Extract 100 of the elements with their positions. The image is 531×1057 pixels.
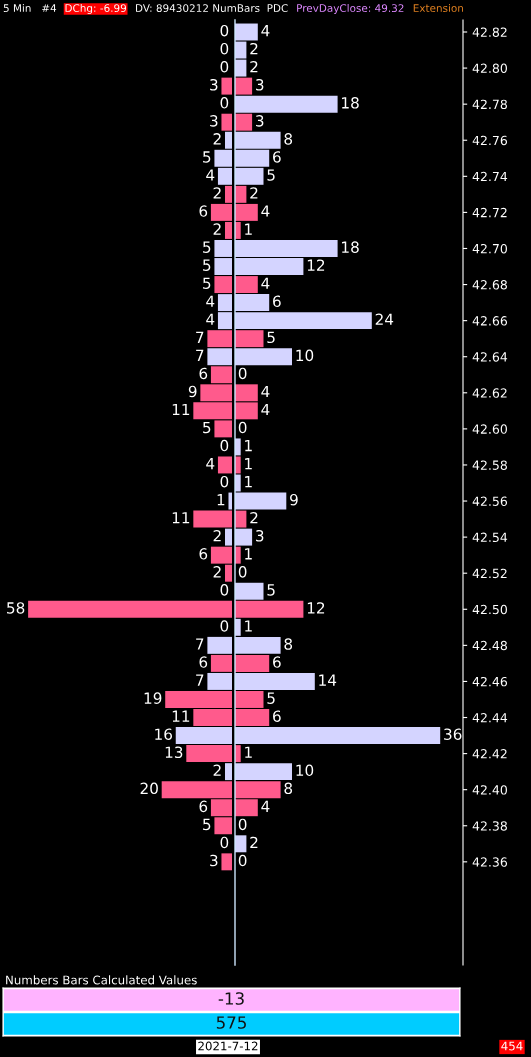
y-tick-label: 42.68	[472, 280, 507, 290]
bar	[235, 492, 287, 510]
data-label: 20	[140, 782, 158, 795]
data-label: 9	[188, 385, 197, 398]
text: 454	[501, 1041, 523, 1051]
y-tick-label: 42.44	[472, 712, 508, 723]
data-label: 2	[250, 511, 258, 524]
data-label: 3	[256, 79, 264, 91]
data-label: 6	[273, 656, 281, 668]
bar	[235, 654, 270, 672]
chart-title: 5 Min #4	[3, 3, 57, 13]
data-label: 5	[203, 277, 211, 289]
bar	[235, 330, 264, 348]
data-label: 5	[203, 151, 211, 163]
data-label: 4	[261, 403, 270, 416]
data-label: 13	[165, 746, 183, 759]
bar	[207, 636, 232, 654]
data-label: 5	[267, 584, 275, 596]
data-label: 24	[375, 313, 394, 325]
data-label: 1	[217, 494, 225, 506]
bar	[224, 763, 232, 781]
bar	[235, 348, 292, 366]
y-tick-label: 42.60	[472, 424, 507, 434]
y-tick-label: 42.46	[472, 676, 508, 687]
bar	[235, 528, 253, 546]
data-label: 4	[261, 277, 270, 289]
bar	[207, 348, 232, 366]
data-label: 2	[213, 566, 221, 578]
data-label: 2	[213, 223, 221, 235]
bar	[221, 853, 232, 871]
data-label: 3	[256, 530, 264, 542]
text: PrevDayClose: 49.32	[297, 3, 404, 15]
bar	[207, 330, 232, 348]
data-label: 1	[245, 223, 252, 235]
y-tick-label: 42.66	[472, 316, 508, 326]
data-label: 5	[267, 169, 275, 181]
data-label: 18	[342, 97, 359, 109]
data-label: 5	[203, 241, 211, 253]
y-tick-label: 42.70	[472, 243, 507, 254]
bar	[235, 763, 292, 781]
y-tick-label: 42.56	[472, 496, 508, 506]
data-label: 4	[261, 25, 270, 37]
data-label: 575	[216, 1016, 246, 1029]
data-label: 6	[273, 295, 281, 308]
text: DChg: -6.99	[65, 3, 127, 15]
data-label: 10	[296, 764, 314, 777]
data-label: 16	[155, 728, 173, 740]
data-label: 5	[267, 692, 275, 704]
text: 2021-7-12	[198, 1041, 258, 1051]
data-label: 4	[206, 295, 215, 307]
data-label: 4	[206, 458, 215, 470]
bar	[235, 672, 315, 690]
data-label: 6	[199, 205, 208, 217]
data-label: 8	[284, 133, 293, 145]
data-label: 6	[199, 548, 208, 560]
data-label: 10	[296, 349, 314, 362]
data-label: 6	[199, 800, 208, 813]
y-tick-label: 42.76	[472, 135, 508, 146]
data-label: 11	[172, 512, 190, 524]
data-label: 5	[203, 421, 211, 434]
y-tick-label: 42.52	[472, 568, 507, 579]
data-label: 0	[238, 367, 247, 380]
bar	[235, 582, 264, 600]
data-label: 4	[206, 169, 215, 181]
bar	[193, 510, 232, 528]
bar	[186, 745, 232, 763]
y-tick-label: 42.72	[472, 207, 507, 218]
bar	[221, 113, 232, 131]
y-tick-label: 42.38	[472, 821, 507, 831]
y-tick-label: 42.74	[472, 171, 508, 182]
y-tick-label: 42.82	[472, 27, 507, 37]
data-label: 2	[213, 187, 221, 199]
y-tick-label: 42.42	[472, 749, 507, 759]
bar	[235, 95, 338, 113]
text: Extension	[413, 3, 463, 13]
data-label: 2	[213, 133, 221, 145]
bar	[235, 23, 258, 41]
bar	[210, 654, 232, 672]
data-label: 1	[245, 746, 252, 758]
data-label: 6	[273, 710, 281, 722]
y-tick-label: 42.80	[472, 63, 507, 74]
bar	[235, 77, 253, 95]
data-label: 0	[220, 97, 229, 109]
data-label: 0	[220, 42, 229, 55]
data-label: 0	[238, 818, 247, 831]
bar	[217, 456, 232, 474]
data-label: 6	[199, 367, 208, 380]
y-tick-label: 42.78	[472, 99, 507, 110]
data-label: 7	[196, 674, 204, 686]
bar	[228, 492, 232, 510]
data-label: 5	[267, 331, 275, 344]
data-label: 5	[203, 259, 211, 271]
data-label: 18	[342, 241, 359, 253]
data-label: 0	[220, 475, 229, 488]
data-label: 7	[196, 349, 204, 361]
data-label: 11	[172, 710, 190, 722]
data-label: 5	[203, 818, 211, 831]
bar	[224, 528, 232, 546]
data-label: 12	[307, 602, 325, 614]
data-label: 0	[238, 566, 247, 578]
